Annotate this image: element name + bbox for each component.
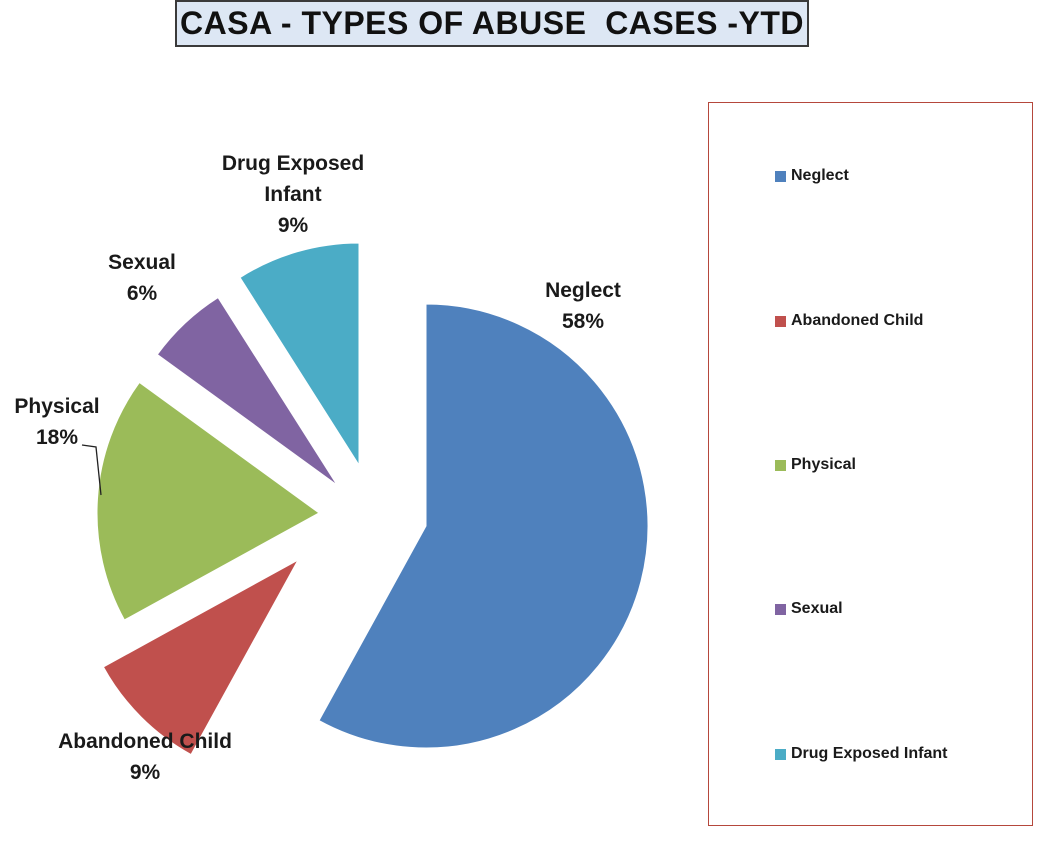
legend: Neglect Abandoned Child Physical Sexual … bbox=[708, 102, 1033, 826]
legend-swatch-neglect bbox=[775, 170, 786, 182]
legend-swatch-drug-exposed-infant bbox=[775, 748, 786, 760]
data-label-physical: Physical 18% bbox=[14, 395, 99, 449]
data-label-abandoned-child: Abandoned Child 9% bbox=[58, 730, 232, 784]
legend-item-neglect: Neglect bbox=[775, 166, 849, 186]
chart-title: CASA - TYPES OF ABUSE CASES -YTD bbox=[175, 0, 809, 47]
pie-slice-abandoned-child bbox=[102, 558, 300, 756]
pie-slice-physical bbox=[96, 381, 320, 621]
legend-label-sexual: Sexual bbox=[791, 600, 843, 617]
legend-swatch-physical bbox=[775, 459, 786, 471]
legend-label-drug-exposed-infant: Drug Exposed Infant bbox=[791, 745, 948, 762]
legend-label-abandoned-child: Abandoned Child bbox=[791, 312, 924, 329]
data-label-sexual: Sexual 6% bbox=[108, 251, 176, 305]
legend-item-physical: Physical bbox=[775, 455, 856, 475]
legend-item-drug-exposed-infant: Drug Exposed Infant bbox=[775, 744, 947, 764]
legend-swatch-sexual bbox=[775, 603, 786, 615]
data-label-drug-exposed-infant: Drug Exposed Infant 9% bbox=[222, 152, 364, 237]
legend-item-abandoned-child: Abandoned Child bbox=[775, 311, 923, 331]
pie-slice-neglect bbox=[318, 303, 649, 749]
legend-swatch-abandoned-child bbox=[775, 315, 786, 327]
pie-slice-drug-exposed-infant bbox=[239, 242, 360, 467]
legend-label-neglect: Neglect bbox=[791, 167, 849, 184]
leader-line-physical bbox=[81, 444, 102, 496]
data-label-neglect: Neglect 58% bbox=[545, 279, 621, 333]
pie-slice-sexual bbox=[156, 296, 338, 486]
legend-item-sexual: Sexual bbox=[775, 599, 843, 619]
legend-label-physical: Physical bbox=[791, 456, 856, 473]
